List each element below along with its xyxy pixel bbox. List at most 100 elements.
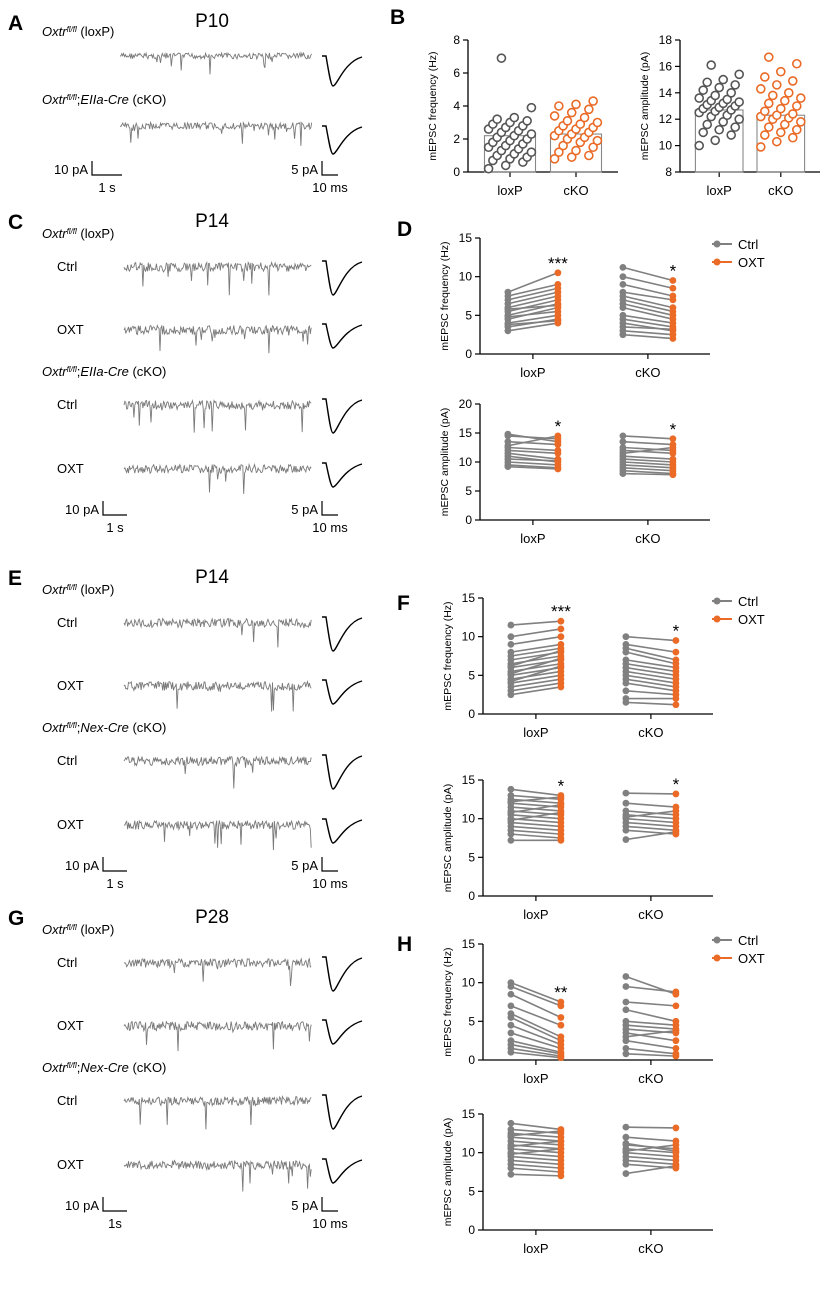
H1-ctrl-point-0-2 xyxy=(507,990,515,998)
F2-significance-1: * xyxy=(673,775,680,794)
scale-left-A-v: 10 pA xyxy=(54,162,88,177)
H1-ylabel: mEPSC frequency (Hz) xyxy=(442,947,454,1056)
scale-right-E-v: 5 pA xyxy=(291,858,318,873)
H1-oxt-point-1-11 xyxy=(672,1052,680,1060)
D2-pair-line-1-9 xyxy=(622,469,673,475)
F2-pair-line-0-1 xyxy=(510,794,561,801)
B2-point-loxP-24 xyxy=(726,88,736,98)
trace-C-ctrl-cko xyxy=(123,399,312,433)
D1-oxt-point-1-0 xyxy=(669,277,677,284)
F2-oxt-point-0-12 xyxy=(557,836,565,844)
legend-H-oxt-text: OXT xyxy=(738,951,765,966)
D1-ctrl-point-0-13 xyxy=(504,305,512,313)
F1-ctrl-point-0-15 xyxy=(507,670,515,678)
H2-oxt-point-1-10 xyxy=(672,1147,680,1155)
age-label-A: P10 xyxy=(195,11,229,32)
B2-point-loxP-23 xyxy=(710,90,721,101)
H1-oxt-point-1-2 xyxy=(672,1002,680,1010)
F2-ctrl-point-0-13 xyxy=(507,798,515,806)
panel-letter-C: C xyxy=(8,211,23,234)
D1-oxt-point-1-13 xyxy=(669,335,677,342)
F1-pair-line-0-10 xyxy=(510,647,562,657)
B1-point-cKO-18 xyxy=(575,119,586,129)
F1-pair-line-1-2 xyxy=(625,647,677,661)
D2-ctrl-point-0-11 xyxy=(504,442,512,450)
B2-point-cKO-27 xyxy=(791,58,802,69)
panel-letter-A: A xyxy=(8,12,23,35)
H1-pair-line-1-5 xyxy=(625,1024,676,1030)
D1-ctrl-point-0-11 xyxy=(504,321,512,329)
H1-ctrl-point-0-6 xyxy=(507,1021,515,1029)
H2-pair-line-1-1 xyxy=(625,1136,676,1142)
B2-point-cKO-24 xyxy=(787,76,798,86)
H2-oxt-point-1-8 xyxy=(672,1162,680,1170)
H2-ctrl-point-0-11 xyxy=(507,1164,515,1172)
F2-oxt-point-1-0 xyxy=(672,790,680,798)
D1-pair-line-0-12 xyxy=(507,310,558,318)
B1-point-cKO-3 xyxy=(554,147,564,157)
H1-oxt-point-1-1 xyxy=(672,988,680,996)
B2-point-cKO-8 xyxy=(795,117,806,127)
F2-ctrl-point-1-1 xyxy=(622,799,630,807)
D2-ctrl-point-1-0 xyxy=(619,432,627,440)
H2-ctrl-point-0-13 xyxy=(507,1132,515,1140)
B1-point-cKO-1 xyxy=(566,152,577,162)
legend-D-oxt-text: OXT xyxy=(738,255,765,270)
trace-E-oxt-cko xyxy=(124,819,312,851)
B2-point-cKO-16 xyxy=(791,101,802,111)
scale-right-G-v: 5 pA xyxy=(291,1198,318,1213)
B1-point-cKO-4 xyxy=(571,145,581,156)
F2-pair-line-1-2 xyxy=(625,810,676,816)
B1-point-cKO-24 xyxy=(584,104,594,115)
condition-label-E-ctrl-cko: Ctrl xyxy=(57,753,77,768)
D1-pair-line-0-10 xyxy=(507,272,559,293)
D1-pair-line-1-4 xyxy=(622,295,674,309)
F2-pair-line-0-15 xyxy=(510,811,562,822)
B2-point-loxP-30 xyxy=(734,69,744,80)
H1-significance-0: ** xyxy=(554,983,568,1002)
F2-pair-line-0-9 xyxy=(510,825,561,832)
F2-ctrl-point-0-11 xyxy=(507,830,515,838)
avg-event-E-ctrl-loxp xyxy=(322,616,363,652)
D2-pair-line-0-3 xyxy=(507,449,558,455)
F2-pair-line-1-6 xyxy=(625,825,676,832)
D1-pair-line-1-9 xyxy=(622,318,674,328)
F2-oxt-point-1-8 xyxy=(672,828,680,836)
H2-oxt-point-1-9 xyxy=(672,1141,680,1149)
B2-point-cKO-17 xyxy=(764,98,774,109)
F2-ylabel: mEPSC amplitude (pA) xyxy=(442,784,454,893)
B1-ylabel: mEPSC frequency (Hz) xyxy=(427,51,439,160)
D1-oxt-point-1-3 xyxy=(669,296,677,304)
F2-pair-line-0-11 xyxy=(510,833,561,839)
H1-ytick-label-10: 10 xyxy=(462,976,476,990)
B1-point-cKO-22 xyxy=(549,111,560,121)
F2-xtick-label-cKO: cKO xyxy=(638,907,663,922)
D1-pair-line-0-0 xyxy=(507,322,559,332)
H2-ctrl-point-0-15 xyxy=(507,1150,515,1158)
avg-event-C-oxt-cko xyxy=(322,462,363,488)
B2-ytick-label-10: 10 xyxy=(659,139,673,153)
panel-letter-G: G xyxy=(8,907,24,930)
B2-point-cKO-14 xyxy=(760,106,770,117)
trace-G-ctrl-cko xyxy=(123,1095,312,1130)
B2-point-cKO-22 xyxy=(756,84,766,94)
F1-pair-line-1-7 xyxy=(625,670,677,680)
D2-pair-line-0-7 xyxy=(507,461,558,466)
B2-point-cKO-3 xyxy=(760,130,770,140)
H2-ctrl-point-1-9 xyxy=(622,1147,630,1155)
D1-ctrl-point-1-1 xyxy=(619,273,627,281)
D2-pair-line-0-8 xyxy=(507,464,558,469)
D2-pair-line-1-3 xyxy=(622,449,673,455)
F1-oxt-point-1-0 xyxy=(672,637,680,644)
trace-E-ctrl-loxp xyxy=(123,617,312,648)
panel-letter-F: F xyxy=(397,592,410,615)
D1-ctrl-point-1-2 xyxy=(619,281,627,288)
H1-pair-line-0-3 xyxy=(510,1005,562,1026)
D2-xtick-label-loxP: loxP xyxy=(520,531,545,546)
F2-ctrl-point-1-7 xyxy=(622,826,630,834)
F2-ctrl-point-1-0 xyxy=(622,789,630,797)
B1-point-cKO-21 xyxy=(579,112,590,123)
B2-point-cKO-26 xyxy=(775,66,786,77)
D1-pair-line-1-1 xyxy=(622,275,674,290)
H2-pair-line-1-5 xyxy=(625,1155,676,1162)
